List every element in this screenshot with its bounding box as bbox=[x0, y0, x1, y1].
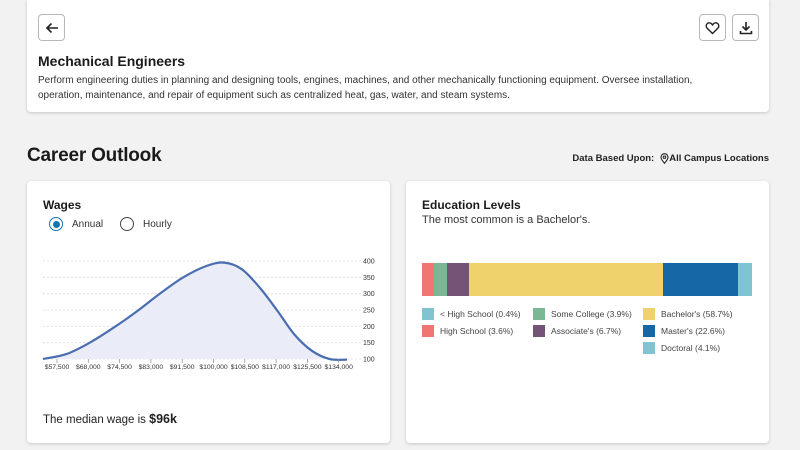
education-stacked-bar bbox=[422, 263, 753, 296]
y-tick-label: 100 bbox=[363, 357, 375, 364]
education-card: Education Levels The most common is a Ba… bbox=[406, 181, 769, 443]
median-value: $96k bbox=[149, 412, 177, 426]
education-legend-item: Master's (22.6%) bbox=[643, 325, 725, 337]
x-tick-label: $134,000 bbox=[325, 364, 354, 371]
wage-curve-line bbox=[42, 261, 348, 361]
hourly-radio[interactable]: Hourly bbox=[120, 217, 172, 231]
x-tick-label: $108,500 bbox=[231, 364, 260, 371]
education-bar-segment bbox=[446, 263, 469, 296]
location-label: All Campus Locations bbox=[669, 153, 769, 164]
x-tick-label: $68,000 bbox=[76, 364, 101, 371]
location-selector[interactable]: All Campus Locations bbox=[660, 153, 769, 164]
x-tick-label: $74,500 bbox=[107, 364, 132, 371]
data-based-upon: Data Based Upon: All Campus Locations bbox=[572, 153, 769, 164]
education-legend-item: High School (3.6%) bbox=[422, 325, 513, 337]
x-tick-label: $117,000 bbox=[262, 364, 290, 371]
wages-title: Wages bbox=[43, 198, 82, 212]
career-outlook-title: Career Outlook bbox=[27, 145, 162, 166]
education-bar-segment bbox=[468, 263, 664, 296]
radio-unselected-icon bbox=[120, 217, 134, 231]
wage-curve-fill bbox=[43, 262, 347, 360]
occupation-header: Mechanical Engineers Perform engineering… bbox=[27, 0, 769, 112]
y-tick-label: 150 bbox=[363, 340, 375, 347]
data-based-label: Data Based Upon: bbox=[572, 153, 655, 164]
median-wage: The median wage is $96k bbox=[43, 412, 177, 426]
education-legend-item: Some College (3.9%) bbox=[533, 308, 632, 320]
median-prefix: The median wage is bbox=[43, 414, 146, 426]
x-tick-label: $100,000 bbox=[199, 364, 228, 371]
hourly-label: Hourly bbox=[143, 218, 172, 230]
legend-label: Bachelor's (58.7%) bbox=[661, 309, 733, 319]
download-button[interactable] bbox=[732, 14, 759, 41]
legend-label: Doctoral (4.1%) bbox=[661, 343, 721, 353]
legend-swatch bbox=[643, 325, 655, 337]
favorite-button[interactable] bbox=[699, 14, 726, 41]
radio-selected-icon bbox=[49, 217, 63, 231]
y-tick-label: 300 bbox=[363, 291, 375, 298]
legend-label: Master's (22.6%) bbox=[661, 326, 725, 336]
y-tick-label: 350 bbox=[363, 275, 375, 282]
education-legend-item: Bachelor's (58.7%) bbox=[643, 308, 733, 320]
y-tick-label: 200 bbox=[363, 324, 375, 331]
legend-label: Associate's (6.7%) bbox=[551, 326, 622, 336]
location-pin-icon bbox=[660, 153, 669, 164]
education-bar-segment bbox=[433, 263, 447, 296]
education-legend-item: Doctoral (4.1%) bbox=[643, 342, 720, 354]
download-icon bbox=[739, 21, 752, 34]
legend-swatch bbox=[533, 325, 545, 337]
x-tick-label: $125,500 bbox=[293, 364, 322, 371]
legend-label: < High School (0.4%) bbox=[440, 309, 521, 319]
x-tick-label: $83,000 bbox=[139, 364, 164, 371]
legend-swatch bbox=[422, 308, 434, 320]
annual-label: Annual bbox=[72, 218, 104, 230]
occupation-title: Mechanical Engineers bbox=[38, 53, 186, 69]
education-subtitle: The most common is a Bachelor's. bbox=[422, 214, 591, 226]
y-tick-label: 250 bbox=[363, 308, 375, 315]
education-legend-item: Associate's (6.7%) bbox=[533, 325, 621, 337]
legend-label: Some College (3.9%) bbox=[551, 309, 632, 319]
legend-swatch bbox=[643, 308, 655, 320]
legend-label: High School (3.6%) bbox=[440, 326, 514, 336]
education-title: Education Levels bbox=[422, 198, 521, 212]
legend-swatch bbox=[533, 308, 545, 320]
back-button[interactable] bbox=[38, 14, 65, 41]
x-tick-label: $57,500 bbox=[45, 364, 70, 371]
occupation-description: Perform engineering duties in planning a… bbox=[38, 75, 693, 101]
arrow-left-icon bbox=[45, 22, 58, 33]
legend-swatch bbox=[643, 342, 655, 354]
annual-radio[interactable]: Annual bbox=[49, 217, 103, 231]
y-tick-label: 400 bbox=[363, 259, 375, 266]
x-tick-label: $91,500 bbox=[170, 364, 195, 371]
wages-card: Wages Annual Hourly 400 350 300 250 200 150 10… bbox=[27, 181, 390, 443]
education-bar-segment bbox=[422, 263, 434, 296]
heart-icon bbox=[705, 21, 720, 34]
wage-distribution-chart: 400 350 300 250 200 150 100 $57,500 $68,000 $74,5… bbox=[42, 259, 375, 371]
education-bar-segment bbox=[738, 263, 752, 296]
education-bar-segment bbox=[663, 263, 739, 296]
legend-swatch bbox=[422, 325, 434, 337]
education-legend-item: < High School (0.4%) bbox=[422, 308, 521, 320]
